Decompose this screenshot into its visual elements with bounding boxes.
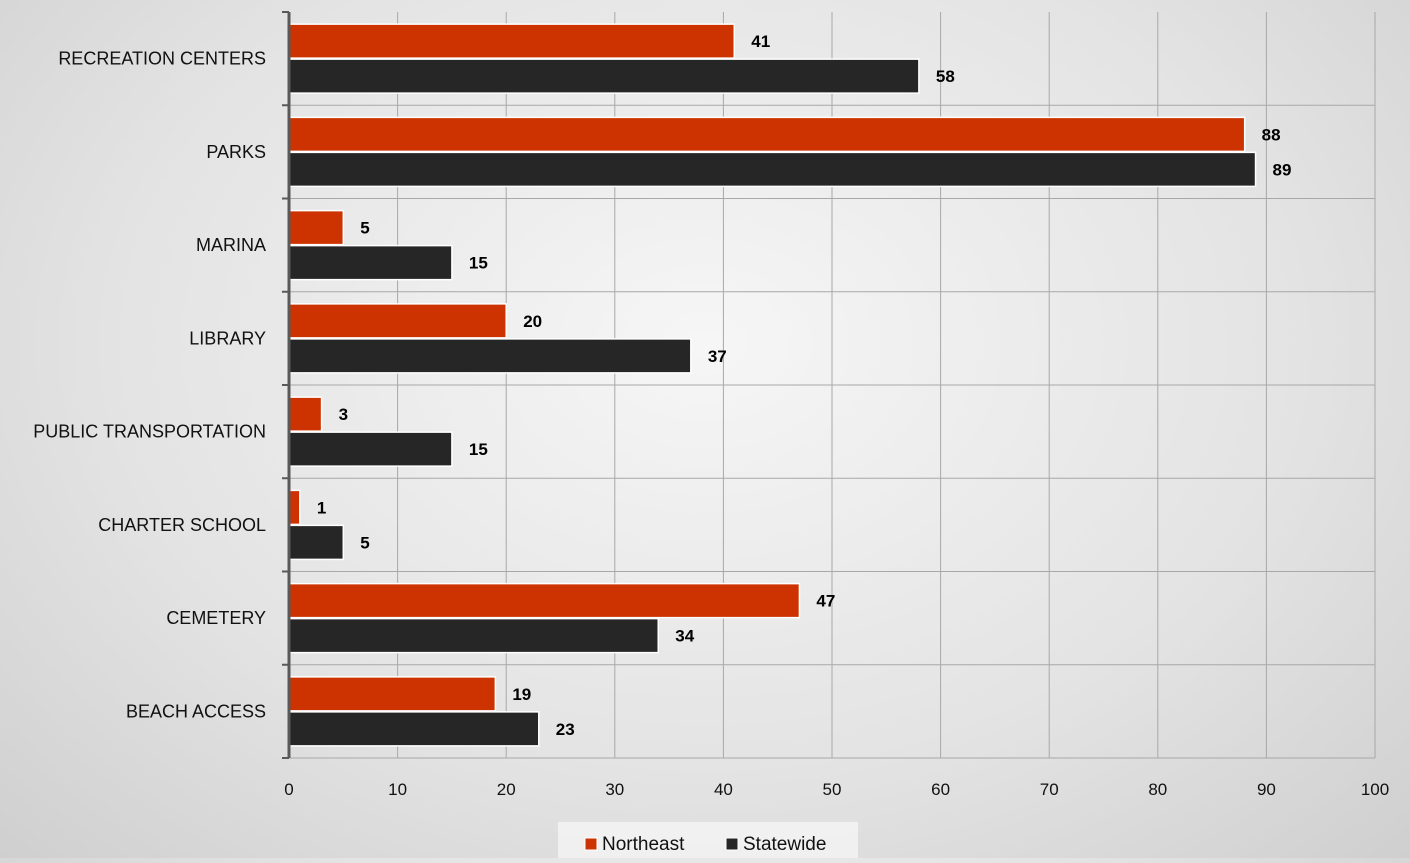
x-tick-label: 30 [605,780,624,799]
data-label: 58 [936,67,955,86]
category-label: MARINA [196,235,266,255]
data-label: 5 [360,219,369,238]
bar-northeast [288,489,301,526]
bars [288,23,1257,747]
data-label: 15 [469,440,488,459]
category-label: LIBRARY [189,328,266,348]
bar-statewide [288,617,659,654]
x-tick-label: 20 [497,780,516,799]
category-label: CHARTER SCHOOL [98,515,266,535]
data-label: 41 [751,32,770,51]
legend: Northeast Statewide [558,822,858,858]
bar-statewide [288,524,345,561]
bar-statewide [288,431,453,467]
x-tick-label: 60 [931,780,950,799]
bar-statewide [288,711,540,747]
category-label: PARKS [206,142,266,162]
x-tick-label: 50 [823,780,842,799]
data-label: 3 [339,405,348,424]
data-label: 15 [469,254,488,273]
bar-statewide [288,58,920,94]
axes [282,11,291,759]
x-tick-label: 90 [1257,780,1276,799]
data-label: 89 [1273,160,1292,179]
legend-swatch [725,837,739,851]
data-label: 37 [708,347,727,366]
data-label: 20 [523,312,542,331]
x-tick-label: 70 [1040,780,1059,799]
x-tick-label: 0 [284,780,293,799]
bar-northeast [288,303,507,339]
x-tick-label: 80 [1148,780,1167,799]
bar-statewide [288,151,1257,188]
data-label: 23 [556,720,575,739]
data-label: 5 [360,533,369,552]
labels: 0 10 20 30 40 50 60 70 80 90 100 41 58 RECREATION CEN… [33,32,1389,799]
data-label: 1 [317,498,326,517]
x-tick-label: 40 [714,780,733,799]
category-label: BEACH ACCESS [126,701,266,721]
data-label: 88 [1262,125,1281,144]
legend-background [558,822,858,858]
category-label: CEMETERY [166,608,266,628]
bar-northeast [288,209,345,246]
bar-northeast [288,676,497,712]
category-label: PUBLIC TRANSPORTATION [33,422,266,442]
data-label: 47 [816,592,835,611]
x-tick-label: 100 [1361,780,1389,799]
x-tick-label: 10 [388,780,407,799]
data-label: 19 [512,685,531,704]
legend-swatch [584,837,598,851]
bar-northeast [288,116,1246,153]
bar-northeast [288,582,801,619]
legend-label: Statewide [743,834,826,855]
data-label: 34 [675,627,694,646]
bar-statewide [288,338,692,374]
legend-label: Northeast [602,834,685,855]
bar-statewide [288,244,453,281]
bar-northeast [288,23,736,59]
category-label: RECREATION CENTERS [58,49,266,69]
bar-northeast [288,396,323,432]
